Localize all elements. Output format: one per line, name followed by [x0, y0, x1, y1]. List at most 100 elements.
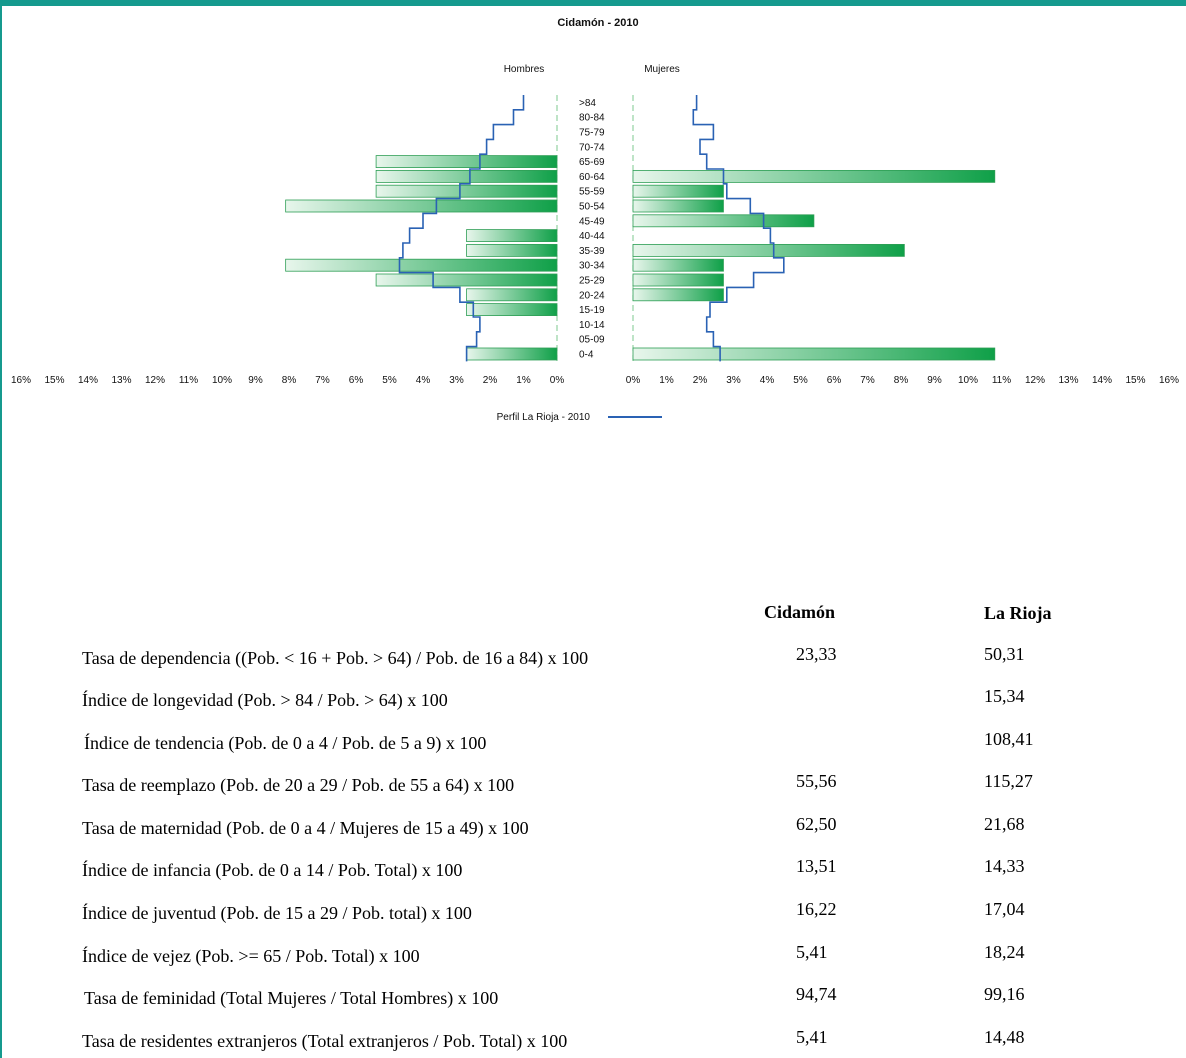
indicator-label: Índice de vejez (Pob. >= 65 / Pob. Total… — [82, 946, 420, 966]
x-tick-label-left: 5% — [382, 375, 397, 386]
indicator-label: Tasa de residentes extranjeros (Total ex… — [82, 1031, 568, 1051]
hombres-label: Hombres — [504, 64, 545, 75]
x-tick-label-right: 9% — [927, 375, 942, 386]
x-tick-label-left: 9% — [248, 375, 263, 386]
hombres-bar — [375, 184, 558, 198]
x-tick-label-right: 11% — [992, 375, 1011, 386]
age-label: 75-79 — [579, 128, 605, 139]
x-tick-label-left: 14% — [78, 375, 98, 386]
x-tick-label-right: 6% — [827, 375, 842, 386]
mujeres-bar — [632, 288, 724, 302]
la-rioja-value: 21,68 — [984, 814, 1025, 834]
x-tick-label-left: 6% — [349, 375, 364, 386]
x-tick-label-right: 3% — [726, 375, 741, 386]
mujeres-bar — [632, 273, 724, 287]
x-axis-right: 0% 1% 2% 3% 4% 5% 6% 7% 8% 9% 10% 11% 12% 13% 14% 15% 16… — [626, 375, 1179, 386]
la-rioja-value: 99,16 — [984, 984, 1025, 1004]
x-tick-label-left: 12% — [145, 375, 165, 386]
hombres-bar — [285, 199, 558, 213]
profile-line-hombres — [398, 95, 525, 362]
age-label: 35-39 — [579, 246, 605, 257]
mujeres-bar — [632, 347, 996, 361]
age-label: 65-69 — [579, 157, 605, 168]
x-tick-label-right: 12% — [1025, 375, 1045, 386]
x-axis-left: 0% 1% 2% 3% 4% 5% 6% 7% 8% 9% 10% 11% 12% 13% 14% 15% 16… — [11, 375, 564, 386]
cidamon-value: 94,74 — [796, 984, 837, 1004]
population-pyramid-chart: Cidamón - 2010 Hombres Mujeres >84 80-84 7… — [11, 17, 1179, 423]
hombres-bar — [375, 273, 558, 287]
x-tick-label-right: 14% — [1092, 375, 1112, 386]
hombres-bar — [466, 229, 558, 243]
x-tick-label-left: 7% — [315, 375, 330, 386]
x-tick-label-left: 1% — [516, 375, 531, 386]
la-rioja-value: 108,41 — [984, 729, 1034, 749]
la-rioja-value: 14,33 — [984, 856, 1025, 876]
indicator-label: Índice de juventud (Pob. de 15 a 29 / Po… — [82, 903, 472, 923]
x-tick-label-right: 15% — [1125, 375, 1145, 386]
x-tick-label-left: 2% — [483, 375, 498, 386]
cidamon-value: 62,50 — [796, 814, 837, 834]
x-tick-label-right: 1% — [659, 375, 674, 386]
indicator-label: Índice de infancia (Pob. de 0 a 14 / Pob… — [82, 860, 463, 880]
mujeres-label: Mujeres — [644, 64, 680, 75]
cidamon-value: 55,56 — [796, 771, 837, 791]
age-labels: >84 80-84 75-79 70-74 65-69 60-64 55-59 50-54 45… — [579, 98, 605, 361]
indicator-label: Tasa de reemplazo (Pob. de 20 a 29 / Pob… — [82, 775, 515, 795]
la-rioja-value: 18,24 — [984, 942, 1025, 962]
header-cidamon: Cidamón — [764, 602, 836, 622]
age-label: 05-09 — [579, 335, 605, 346]
x-tick-label-left: 11% — [179, 375, 198, 386]
la-rioja-value: 115,27 — [984, 771, 1033, 791]
age-label: 10-14 — [579, 320, 605, 331]
age-label: 0-4 — [579, 350, 594, 361]
age-label: 20-24 — [579, 290, 605, 301]
x-tick-label-right: 10% — [958, 375, 978, 386]
hombres-bar — [375, 155, 558, 169]
age-label: 70-74 — [579, 142, 605, 153]
x-tick-label-right: 5% — [793, 375, 808, 386]
hombres-bars — [285, 95, 558, 362]
profile-lines — [398, 95, 785, 362]
cidamon-value: 16,22 — [796, 899, 837, 919]
mujeres-bar — [632, 258, 724, 272]
age-label: 80-84 — [579, 113, 605, 124]
age-label: 30-34 — [579, 261, 605, 272]
x-tick-label-left: 4% — [416, 375, 431, 386]
indicator-label: Tasa de dependencia ((Pob. < 16 + Pob. >… — [82, 648, 589, 668]
indicator-label: Tasa de feminidad (Total Mujeres / Total… — [84, 988, 499, 1008]
x-tick-label-left: 15% — [44, 375, 64, 386]
age-label: >84 — [579, 98, 596, 109]
x-tick-label-right: 13% — [1058, 375, 1078, 386]
mujeres-bar — [632, 184, 724, 198]
cidamon-value: 5,41 — [796, 942, 828, 962]
indicator-label: Índice de tendencia (Pob. de 0 a 4 / Pob… — [84, 733, 487, 753]
hombres-bar — [375, 169, 558, 183]
mujeres-bar — [632, 199, 724, 213]
x-tick-label-left: 16% — [11, 375, 31, 386]
cidamon-value: 5,41 — [796, 1027, 828, 1047]
age-label: 40-44 — [579, 231, 605, 242]
hombres-bar — [466, 243, 558, 257]
cidamon-value: 13,51 — [796, 856, 837, 876]
hombres-bar — [466, 288, 558, 302]
age-label: 25-29 — [579, 276, 605, 287]
legend: Perfil La Rioja - 2010 — [497, 412, 662, 423]
hombres-bar — [285, 258, 558, 272]
age-label: 55-59 — [579, 187, 605, 198]
x-tick-label-left: 0% — [550, 375, 565, 386]
x-tick-label-left: 10% — [212, 375, 232, 386]
hombres-bar — [466, 303, 558, 317]
x-tick-label-right: 7% — [860, 375, 875, 386]
profile-line-mujeres — [692, 95, 785, 362]
legend-label: Perfil La Rioja - 2010 — [497, 412, 591, 423]
cidamon-value: 23,33 — [796, 644, 837, 664]
la-rioja-value: 14,48 — [984, 1027, 1025, 1047]
x-tick-label-right: 2% — [693, 375, 708, 386]
indicator-label: Índice de longevidad (Pob. > 84 / Pob. >… — [82, 690, 448, 710]
header-la-rioja: La Rioja — [984, 603, 1052, 623]
age-label: 15-19 — [579, 305, 605, 316]
age-label: 45-49 — [579, 216, 605, 227]
la-rioja-value: 17,04 — [984, 899, 1025, 919]
